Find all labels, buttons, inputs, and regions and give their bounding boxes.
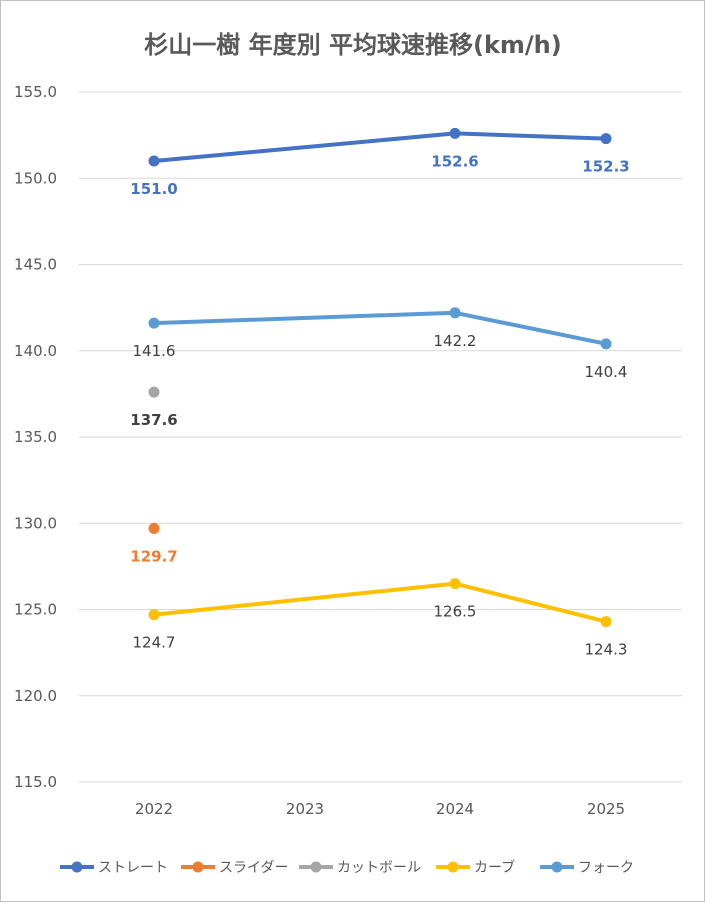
- data-point: [449, 127, 461, 139]
- legend-label: フォーク: [578, 860, 634, 876]
- legend-label: ストレート: [98, 860, 168, 876]
- legend-item-slider: スライダー: [181, 860, 288, 876]
- data-label: 126.5: [434, 603, 477, 621]
- legend-swatch-marker: [192, 861, 204, 873]
- legend-label: スライダー: [219, 860, 288, 876]
- legend-swatch-marker: [447, 861, 459, 873]
- series-line: [152, 131, 608, 163]
- legend-swatch-marker: [551, 861, 563, 873]
- data-point: [600, 616, 612, 628]
- x-tick-label: 2022: [135, 800, 173, 818]
- y-tick-label: 115.0: [14, 773, 57, 791]
- series-fork: [148, 307, 612, 350]
- y-tick-label: 145.0: [14, 256, 57, 274]
- y-axis-ticks: 115.0 120.0 125.0 130.0 135.0 140.0 145.0 150.0…: [14, 83, 57, 791]
- x-tick-label: 2025: [587, 800, 625, 818]
- data-labels: 151.0 152.6 152.3 129.7 137.6 124.7 126.5 124.3…: [130, 152, 629, 658]
- legend-item-curve: カーブ: [436, 859, 515, 876]
- data-label: 151.0: [130, 180, 177, 198]
- y-tick-label: 140.0: [14, 342, 57, 360]
- legend-label: カットボール: [337, 860, 421, 876]
- data-label: 124.7: [133, 634, 176, 652]
- y-tick-label: 130.0: [14, 514, 57, 532]
- series-straight: [148, 127, 612, 167]
- data-label: 142.2: [434, 332, 477, 350]
- data-label: 137.6: [130, 411, 177, 429]
- legend-label: カーブ: [474, 859, 515, 876]
- chart-title: 杉山一樹 年度別 平均球速推移(km/h): [144, 31, 561, 59]
- data-point: [148, 155, 160, 167]
- y-tick-label: 125.0: [14, 601, 57, 619]
- data-point: [148, 317, 160, 329]
- data-label: 152.3: [582, 158, 629, 176]
- legend: ストレート スライダー カットボール カーブ フォーク: [60, 859, 634, 876]
- legend-swatch-marker: [310, 861, 322, 873]
- series-slider: [148, 522, 160, 534]
- y-tick-label: 135.0: [14, 428, 57, 446]
- series-layer: [148, 127, 612, 628]
- data-point: [148, 386, 160, 398]
- legend-item-straight: ストレート: [60, 860, 168, 876]
- data-label: 141.6: [133, 342, 176, 360]
- y-tick-label: 120.0: [14, 687, 57, 705]
- x-axis-ticks: 2022 2023 2024 2025: [135, 800, 625, 818]
- y-tick-label: 155.0: [14, 83, 57, 101]
- gridlines: [79, 91, 682, 783]
- data-label: 140.4: [585, 363, 628, 381]
- legend-swatch-marker: [71, 861, 83, 873]
- series-line: [152, 310, 608, 346]
- data-point: [148, 522, 160, 534]
- data-label: 124.3: [585, 641, 628, 659]
- series-cutball: [148, 386, 160, 398]
- data-point: [600, 133, 612, 145]
- legend-item-fork: フォーク: [540, 860, 634, 876]
- y-tick-label: 150.0: [14, 169, 57, 187]
- x-tick-label: 2023: [286, 800, 324, 818]
- data-point: [449, 307, 461, 319]
- x-tick-label: 2024: [436, 800, 474, 818]
- data-point: [600, 338, 612, 350]
- data-label: 152.6: [431, 152, 478, 170]
- legend-item-cutball: カットボール: [299, 860, 421, 876]
- data-point: [449, 578, 461, 590]
- data-point: [148, 609, 160, 621]
- series-line: [152, 581, 608, 624]
- data-label: 129.7: [130, 547, 177, 565]
- series-curve: [148, 578, 612, 628]
